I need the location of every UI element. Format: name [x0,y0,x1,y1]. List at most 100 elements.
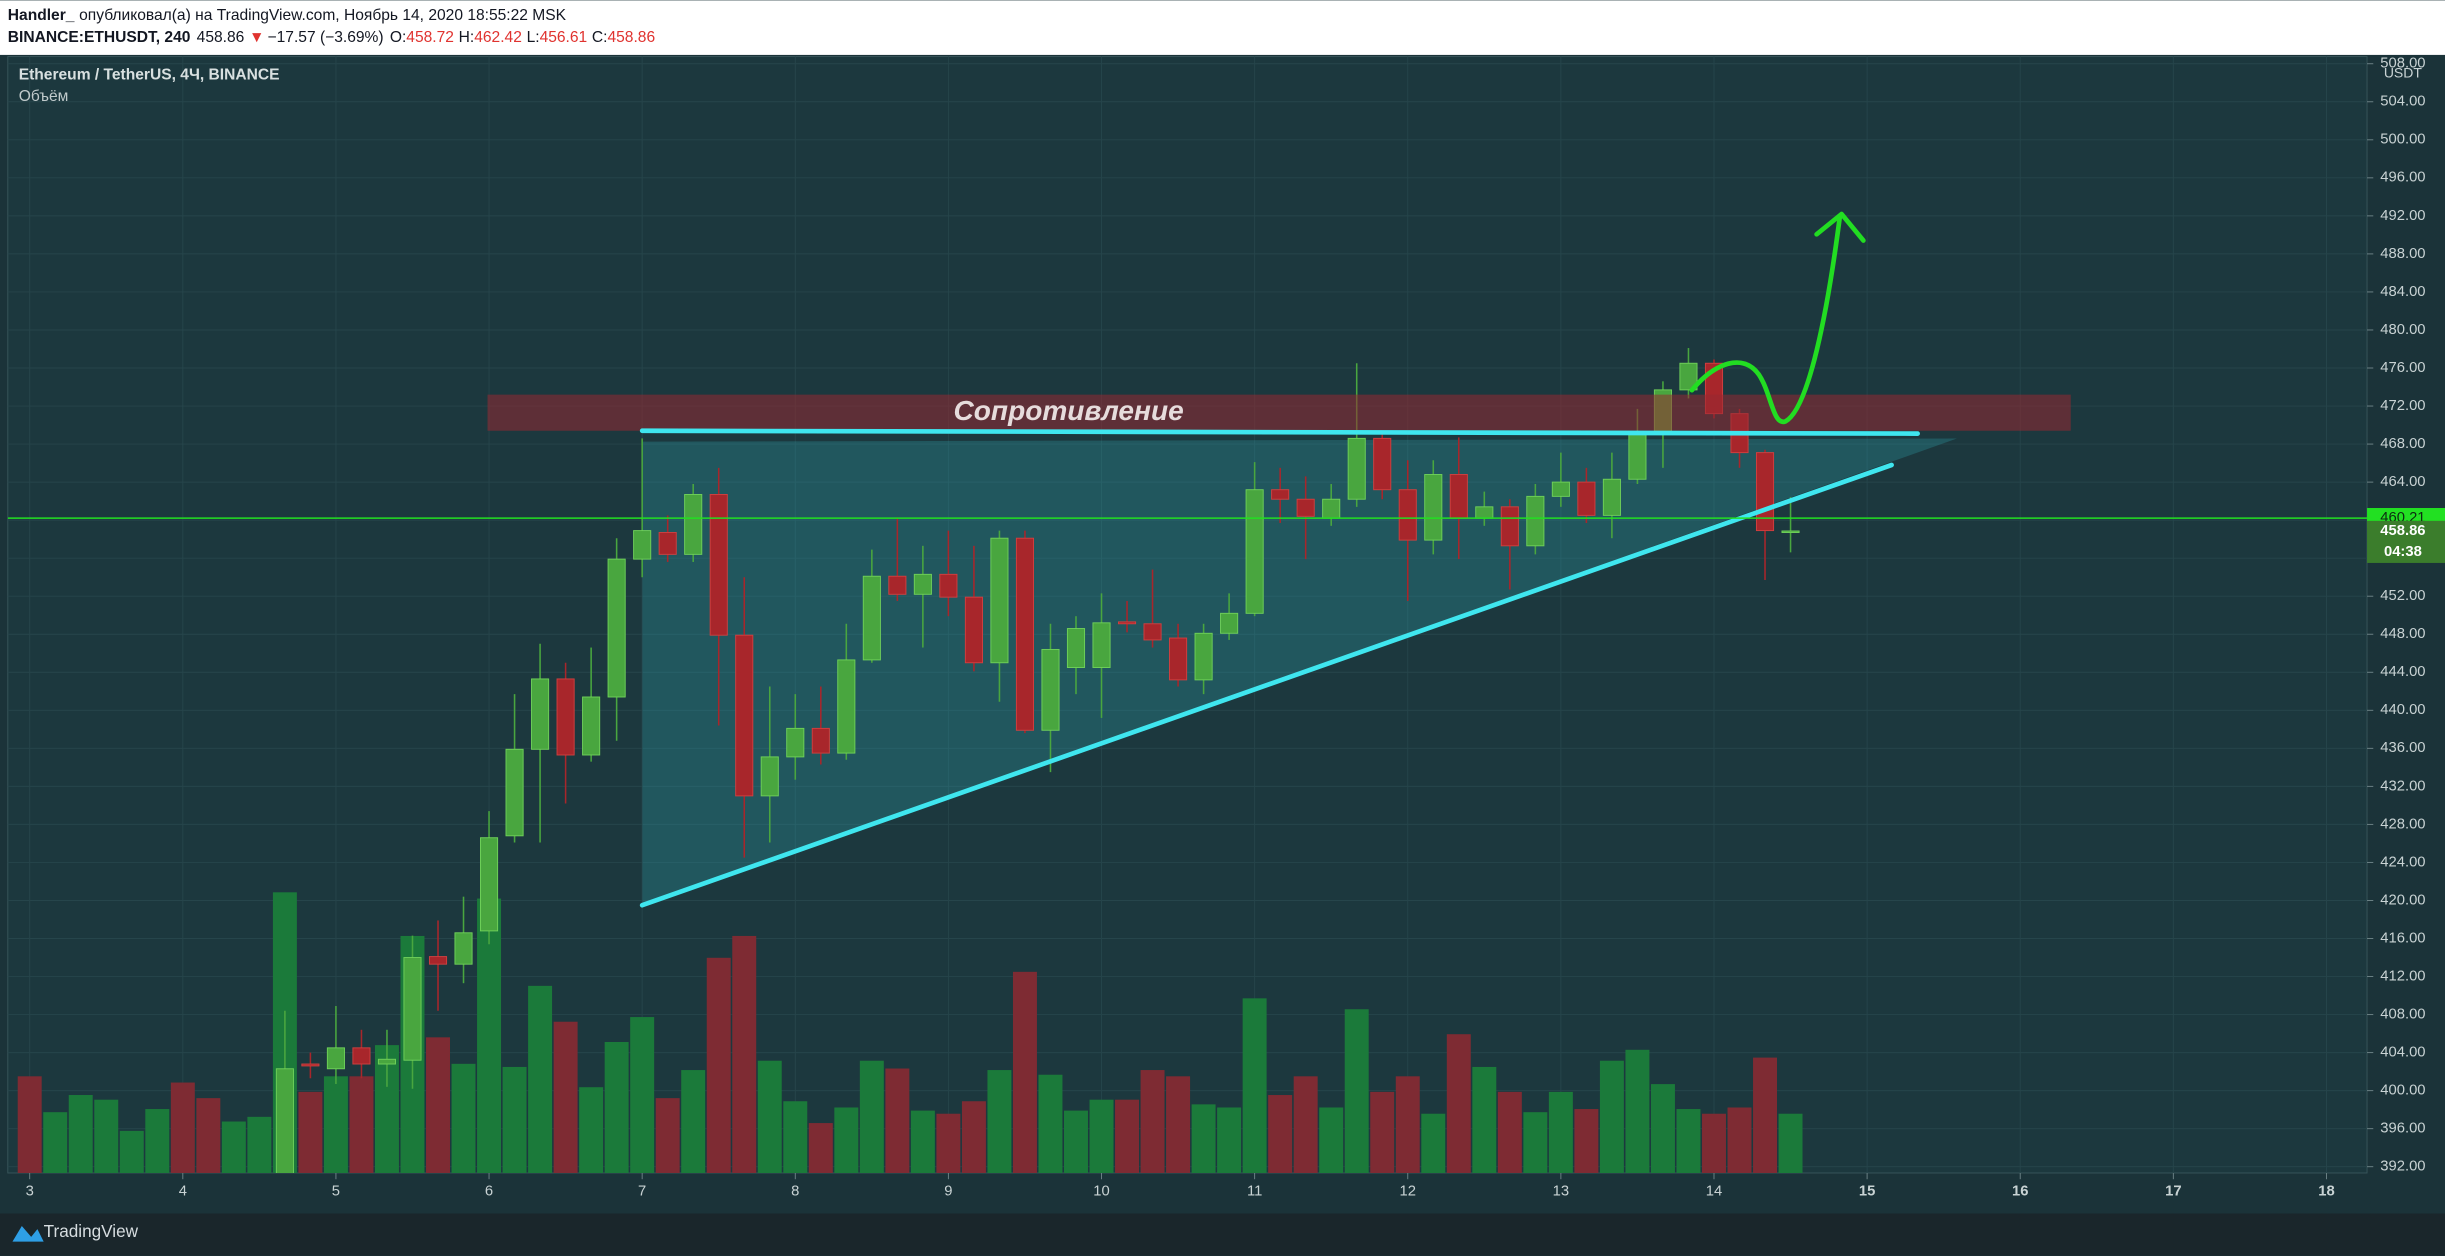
candle-body [658,532,677,555]
volume-bar [1650,1084,1675,1173]
candle-body [786,727,805,758]
x-tick-label: 14 [1706,1184,1722,1200]
volume-bar [119,1130,144,1173]
ohlc-value: 458.72 [406,29,454,46]
candle-body [556,678,575,756]
volume-bar [1625,1049,1650,1173]
volume-bar [196,1098,221,1173]
candle-body [1628,433,1647,480]
y-tick-label: 396.00 [2380,1121,2425,1137]
candle-body [633,530,652,560]
candle-body [326,1047,345,1070]
volume-bar [1472,1066,1497,1173]
x-tick-label: 15 [1859,1184,1875,1200]
y-tick-label: 484.00 [2380,284,2425,300]
volume-bar [1395,1076,1420,1173]
y-tick-label: 392.00 [2380,1159,2425,1175]
ohlc-value: 456.61 [540,29,588,46]
logo[interactable] [12,1225,44,1242]
ohlc-label: L: [527,29,540,46]
currency: USDT [2384,64,2423,80]
candle-body [1475,506,1494,519]
volume-bar [1753,1057,1778,1173]
candle-body [1271,489,1290,500]
candle-body [301,1063,320,1067]
volume-bar [451,1063,476,1173]
candle-body [1322,498,1341,519]
volume-bar [528,985,553,1173]
y-tick-label: 476.00 [2380,360,2425,376]
volume-bar [1599,1060,1624,1173]
y-tick-label: 440.00 [2380,702,2425,718]
candle-body [1169,637,1188,681]
volume-bar [706,957,731,1173]
volume-bar [221,1121,246,1173]
volume-bar [145,1109,170,1173]
y-tick-label: 464.00 [2380,474,2425,490]
volume-bar [68,1095,93,1173]
candle-body [1041,648,1060,731]
chart-title: Ethereum / TetherUS, 4Ч, BINANCE [19,66,280,83]
volume-bar [374,1045,399,1173]
y-tick-label: 496.00 [2380,170,2425,186]
volume-bar [349,1076,374,1173]
volume-bar [1166,1076,1191,1173]
volume-bar [1370,1091,1395,1173]
y-tick-label: 480.00 [2380,322,2425,338]
change: −17.57 (−3.69%) [268,29,384,46]
volume-bar [1012,971,1037,1173]
volume-bar [477,898,502,1173]
candle-body [1551,481,1570,497]
trendline [639,462,1894,908]
candle-body [837,659,856,754]
volume-bar [834,1107,859,1173]
x-tick-label: 9 [944,1184,952,1200]
volume-bar [1217,1107,1242,1173]
x-tick-label: 4 [179,1184,187,1200]
volume-bar [1523,1112,1548,1173]
candle-body [1679,362,1698,391]
trendline [639,428,1920,436]
candle-body [1500,506,1519,547]
volume-bar [43,1112,68,1173]
y-tick-label: 424.00 [2380,854,2425,870]
footer-brand[interactable]: TradingView [44,1221,139,1241]
volume-bar [604,1041,629,1173]
ohlc-value: 462.42 [474,29,522,46]
x-tick-label: 5 [332,1184,340,1200]
volume-bar [579,1087,604,1173]
candle-body [1015,537,1035,731]
y-tick-label: 488.00 [2380,246,2425,262]
candle-body [607,558,626,698]
candle-body [1143,623,1162,641]
candle-body [939,573,958,598]
candle-body [1781,530,1800,534]
volume-bar [1115,1099,1140,1173]
y-tick-label: 404.00 [2380,1045,2425,1061]
y-tick-label: 416.00 [2380,930,2425,946]
volume-bar [1293,1076,1318,1173]
candle-body [582,696,601,756]
y-tick-label: 420.00 [2380,892,2425,908]
volume-bar [1140,1070,1165,1173]
volume-bar [323,1076,348,1173]
candle-body [1347,437,1366,500]
y-tick-label: 408.00 [2380,1006,2425,1022]
candle-body [684,493,703,555]
candle-body [531,678,550,750]
volume-bar [1319,1107,1344,1173]
y-tick-label: 400.00 [2380,1083,2425,1099]
volume-bar [1242,998,1267,1173]
candle-body [1526,495,1545,547]
volume-bar [987,1070,1012,1173]
x-tick-label: 17 [2165,1184,2181,1200]
volume-bar [1038,1074,1063,1173]
candle-body [964,596,983,664]
volume-bar [783,1101,808,1173]
volume-bar [426,1037,450,1173]
volume-bar [1064,1110,1088,1173]
volume-bar [859,1060,884,1173]
y-tick-label: 500.00 [2380,132,2425,148]
candle-body [505,748,524,837]
